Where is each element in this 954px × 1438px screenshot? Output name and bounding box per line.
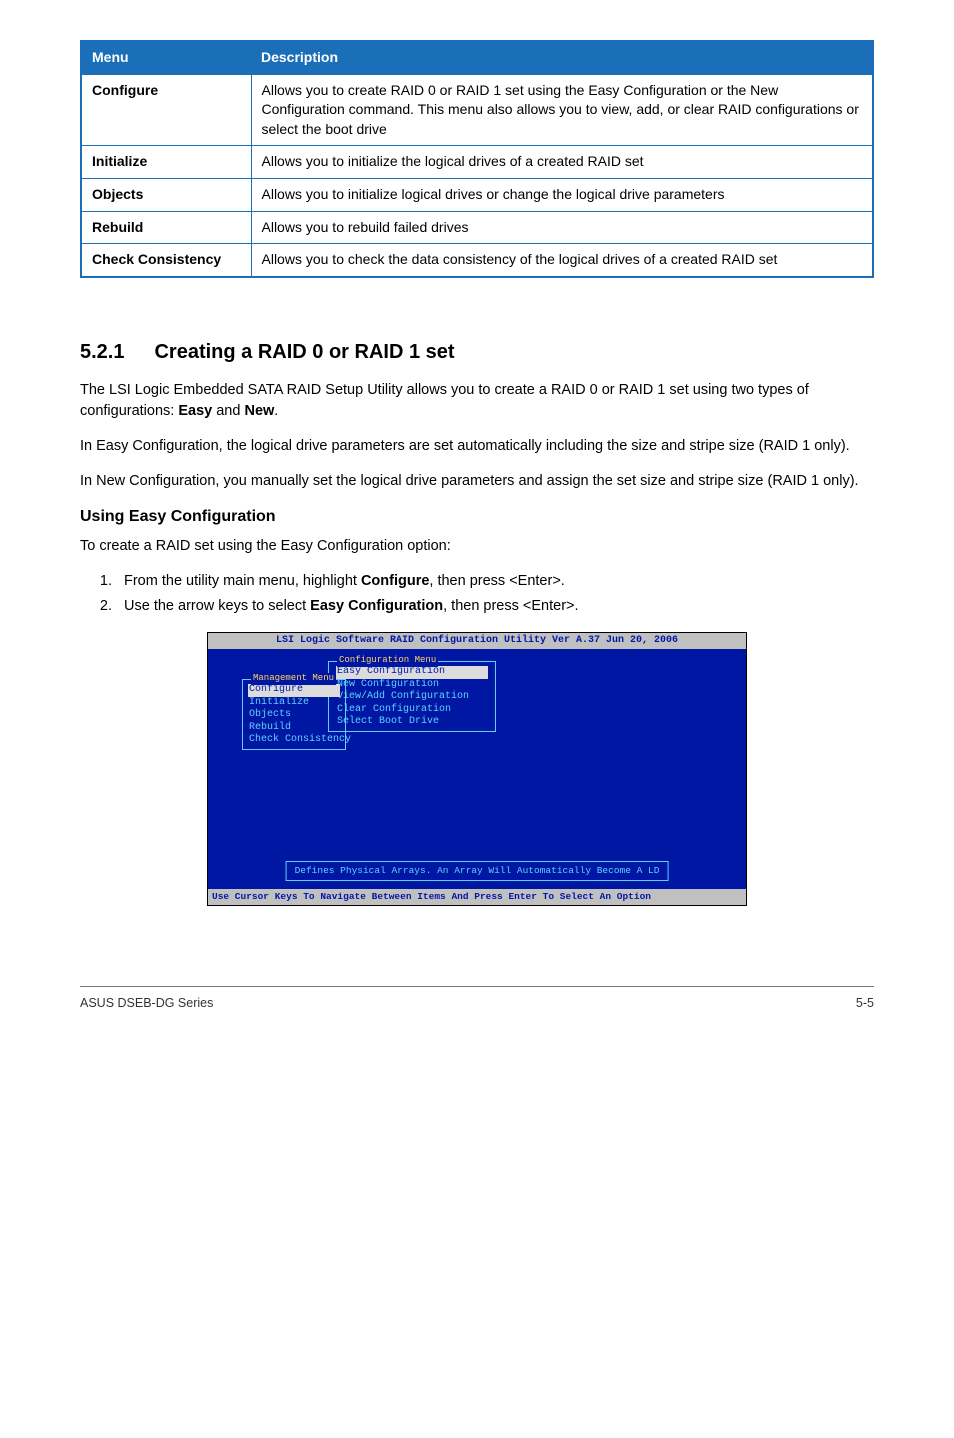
cell-desc: Allows you to create RAID 0 or RAID 1 se… xyxy=(251,74,873,146)
subheading: Using Easy Configuration xyxy=(80,506,874,528)
section-heading: 5.2.1 Creating a RAID 0 or RAID 1 set xyxy=(80,338,874,366)
table-row: Objects Allows you to initialize logical… xyxy=(81,178,873,211)
menu-item-selected[interactable]: Configure xyxy=(248,684,340,697)
bios-body: Configuration Menu Easy Configuration Ne… xyxy=(208,649,746,889)
menu-description-table: Menu Description Configure Allows you to… xyxy=(80,40,874,278)
list-item: Use the arrow keys to select Easy Config… xyxy=(116,596,874,616)
bios-hint: Defines Physical Arrays. An Array Will A… xyxy=(286,861,669,881)
paragraph: In Easy Configuration, the logical drive… xyxy=(80,436,874,457)
cell-desc: Allows you to rebuild failed drives xyxy=(251,211,873,244)
menu-item[interactable]: Rebuild xyxy=(249,722,339,735)
text: , then press <Enter>. xyxy=(443,598,578,614)
text: and xyxy=(212,403,244,419)
bold-text: Easy Configuration xyxy=(310,598,443,614)
footer-right: 5-5 xyxy=(856,995,874,1013)
bold-text: Easy xyxy=(178,403,212,419)
bios-screenshot: LSI Logic Software RAID Configuration Ut… xyxy=(207,632,747,906)
bold-text: Configure xyxy=(361,573,429,589)
cell-menu: Initialize xyxy=(81,146,251,179)
th-description: Description xyxy=(251,41,873,74)
table-row: Initialize Allows you to initialize the … xyxy=(81,146,873,179)
menu-item[interactable]: Initialize xyxy=(249,697,339,710)
section-number: 5.2.1 xyxy=(80,338,124,366)
paragraph: In New Configuration, you manually set t… xyxy=(80,471,874,492)
configuration-menu-box: Configuration Menu Easy Configuration Ne… xyxy=(328,661,496,732)
section-title: Creating a RAID 0 or RAID 1 set xyxy=(154,341,454,363)
text: Use the arrow keys to select xyxy=(124,598,310,614)
text: From the utility main menu, highlight xyxy=(124,573,361,589)
menu-item[interactable]: Check Consistency xyxy=(249,734,339,747)
steps-list: From the utility main menu, highlight Co… xyxy=(116,571,874,616)
text: , then press <Enter>. xyxy=(429,573,564,589)
footer-left: ASUS DSEB-DG Series xyxy=(80,995,213,1013)
list-item: From the utility main menu, highlight Co… xyxy=(116,571,874,591)
cell-desc: Allows you to initialize the logical dri… xyxy=(251,146,873,179)
th-menu: Menu xyxy=(81,41,251,74)
menu-item[interactable]: Select Boot Drive xyxy=(337,716,487,729)
menu-item[interactable]: Objects xyxy=(249,709,339,722)
cell-menu: Objects xyxy=(81,178,251,211)
text: . xyxy=(274,403,278,419)
bios-titlebar: LSI Logic Software RAID Configuration Ut… xyxy=(208,633,746,650)
menu-item[interactable]: View/Add Configuration xyxy=(337,691,487,704)
box-title: Management Menu xyxy=(251,673,336,684)
table-row: Rebuild Allows you to rebuild failed dri… xyxy=(81,211,873,244)
menu-item[interactable]: Clear Configuration xyxy=(337,704,487,717)
cell-desc: Allows you to initialize logical drives … xyxy=(251,178,873,211)
cell-menu: Configure xyxy=(81,74,251,146)
menu-item[interactable]: New Configuration xyxy=(337,679,487,692)
box-title: Configuration Menu xyxy=(337,655,438,666)
cell-menu: Rebuild xyxy=(81,211,251,244)
bold-text: New xyxy=(244,403,274,419)
cell-desc: Allows you to check the data consistency… xyxy=(251,244,873,277)
cell-menu: Check Consistency xyxy=(81,244,251,277)
page-footer: ASUS DSEB-DG Series 5-5 xyxy=(80,986,874,1013)
menu-item-selected[interactable]: Easy Configuration xyxy=(336,666,488,679)
paragraph: To create a RAID set using the Easy Conf… xyxy=(80,536,874,557)
bios-footer: Use Cursor Keys To Navigate Between Item… xyxy=(208,889,746,905)
table-row: Check Consistency Allows you to check th… xyxy=(81,244,873,277)
paragraph: The LSI Logic Embedded SATA RAID Setup U… xyxy=(80,380,874,422)
management-menu-box: Management Menu Configure Initialize Obj… xyxy=(242,679,346,750)
table-row: Configure Allows you to create RAID 0 or… xyxy=(81,74,873,146)
